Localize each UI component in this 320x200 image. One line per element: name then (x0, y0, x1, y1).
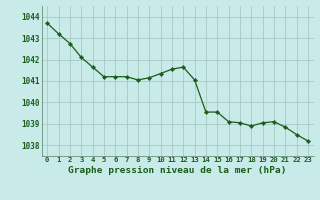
X-axis label: Graphe pression niveau de la mer (hPa): Graphe pression niveau de la mer (hPa) (68, 166, 287, 175)
